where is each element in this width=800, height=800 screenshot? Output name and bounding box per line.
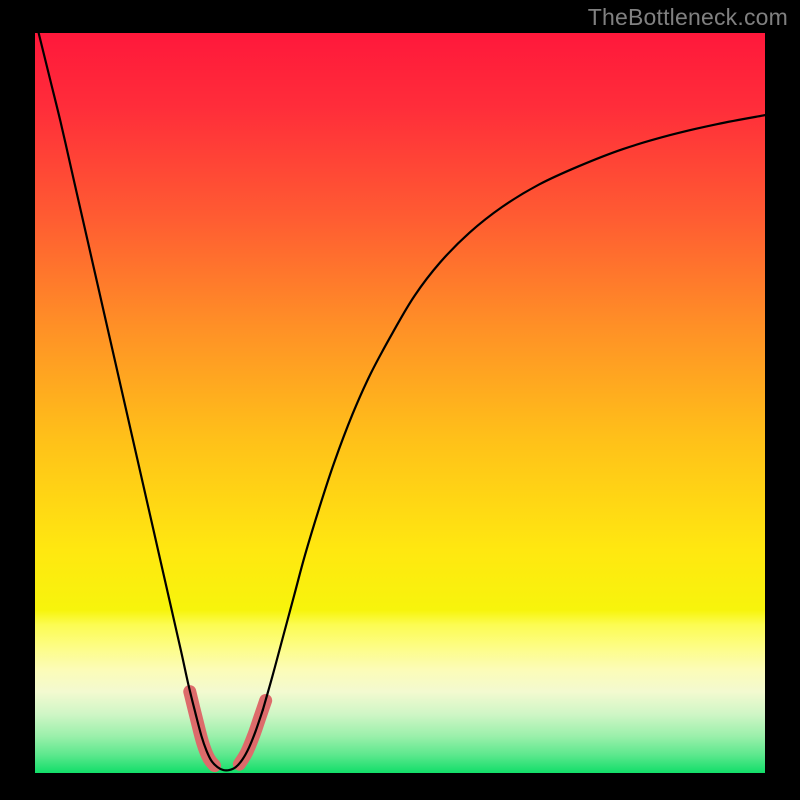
chart-svg: [35, 33, 765, 773]
gradient-background: [35, 33, 765, 773]
plot-area: [35, 33, 765, 773]
chart-frame: TheBottleneck.com: [0, 0, 800, 800]
watermark-text: TheBottleneck.com: [588, 4, 788, 31]
